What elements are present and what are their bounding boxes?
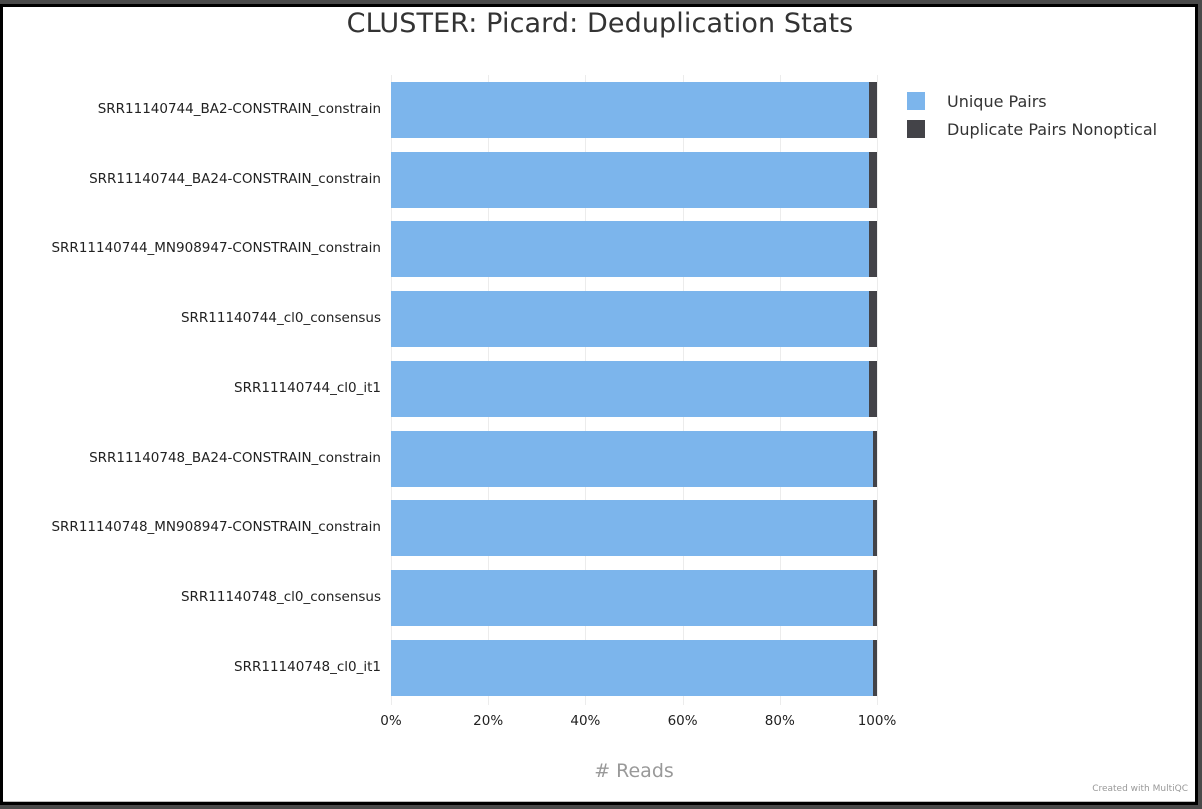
legend-swatch-icon <box>907 92 925 110</box>
bar-segment-duplicate-pairs[interactable] <box>869 151 877 208</box>
plot-area <box>391 75 878 705</box>
bar-segment-duplicate-pairs[interactable] <box>873 430 877 487</box>
bar-row[interactable] <box>391 639 877 696</box>
category-label: SRR11140748_MN908947-CONSTRAIN_constrain <box>51 519 381 536</box>
bar-segment-unique-pairs[interactable] <box>391 291 870 348</box>
bar-segment-duplicate-pairs[interactable] <box>873 639 877 696</box>
bar-row[interactable] <box>391 221 877 278</box>
category-label: SRR11140748_cl0_it1 <box>234 658 381 675</box>
bar-row[interactable] <box>391 291 877 348</box>
bar-segment-unique-pairs[interactable] <box>391 151 870 208</box>
legend-label: Unique Pairs <box>947 91 1047 111</box>
legend-label: Duplicate Pairs Nonoptical <box>947 119 1158 139</box>
category-label: SRR11140744_BA2-CONSTRAIN_constrain <box>97 101 381 117</box>
chart-title: CLUSTER: Picard: Deduplication Stats <box>346 8 854 39</box>
bar-segment-duplicate-pairs[interactable] <box>873 500 877 557</box>
bar-segment-duplicate-pairs[interactable] <box>869 82 877 138</box>
bar-row[interactable] <box>391 82 877 138</box>
bar-segment-unique-pairs[interactable] <box>391 430 874 487</box>
x-tick-label: 0% <box>380 713 402 729</box>
bar-segment-unique-pairs[interactable] <box>391 221 870 278</box>
bar-row[interactable] <box>391 360 877 417</box>
x-tick-label: 40% <box>570 713 601 729</box>
category-label: SRR11140744_MN908947-CONSTRAIN_constrain <box>51 240 381 257</box>
bar-row[interactable] <box>391 500 877 557</box>
bar-segment-unique-pairs[interactable] <box>391 82 870 138</box>
category-label: SRR11140744_cl0_consensus <box>180 310 381 327</box>
x-tick-label: 100% <box>857 713 897 729</box>
gridline <box>877 75 878 705</box>
legend: Unique Pairs Duplicate Pairs Nonoptical <box>907 87 1157 143</box>
credit-link[interactable]: Created with MultiQC <box>1092 784 1188 794</box>
x-tick-label: 80% <box>764 713 795 729</box>
bar-row[interactable] <box>391 569 877 626</box>
bar-segment-duplicate-pairs[interactable] <box>869 221 877 278</box>
bar-row[interactable] <box>391 430 877 487</box>
legend-swatch-icon <box>907 120 925 138</box>
category-label: SRR11140744_cl0_it1 <box>234 379 381 396</box>
bar-row[interactable] <box>391 151 877 208</box>
x-axis-label: # Reads <box>594 760 674 782</box>
x-tick-label: 60% <box>667 713 698 729</box>
bar-segment-unique-pairs[interactable] <box>391 569 874 626</box>
x-tick-label: 20% <box>473 713 504 729</box>
bar-segment-unique-pairs[interactable] <box>391 500 874 557</box>
bar-segment-unique-pairs[interactable] <box>391 360 870 417</box>
category-label: SRR11140748_BA24-CONSTRAIN_constrain <box>89 449 381 466</box>
category-label: SRR11140744_BA24-CONSTRAIN_constrain <box>89 170 381 187</box>
bar-segment-duplicate-pairs[interactable] <box>873 569 877 626</box>
legend-item-duplicate-pairs-nonoptical[interactable]: Duplicate Pairs Nonoptical <box>907 115 1157 143</box>
bar-segment-duplicate-pairs[interactable] <box>869 291 877 348</box>
bar-segment-duplicate-pairs[interactable] <box>869 360 877 417</box>
bar-segment-unique-pairs[interactable] <box>391 639 874 696</box>
legend-item-unique-pairs[interactable]: Unique Pairs <box>907 87 1157 115</box>
category-label: SRR11140748_cl0_consensus <box>180 588 381 605</box>
